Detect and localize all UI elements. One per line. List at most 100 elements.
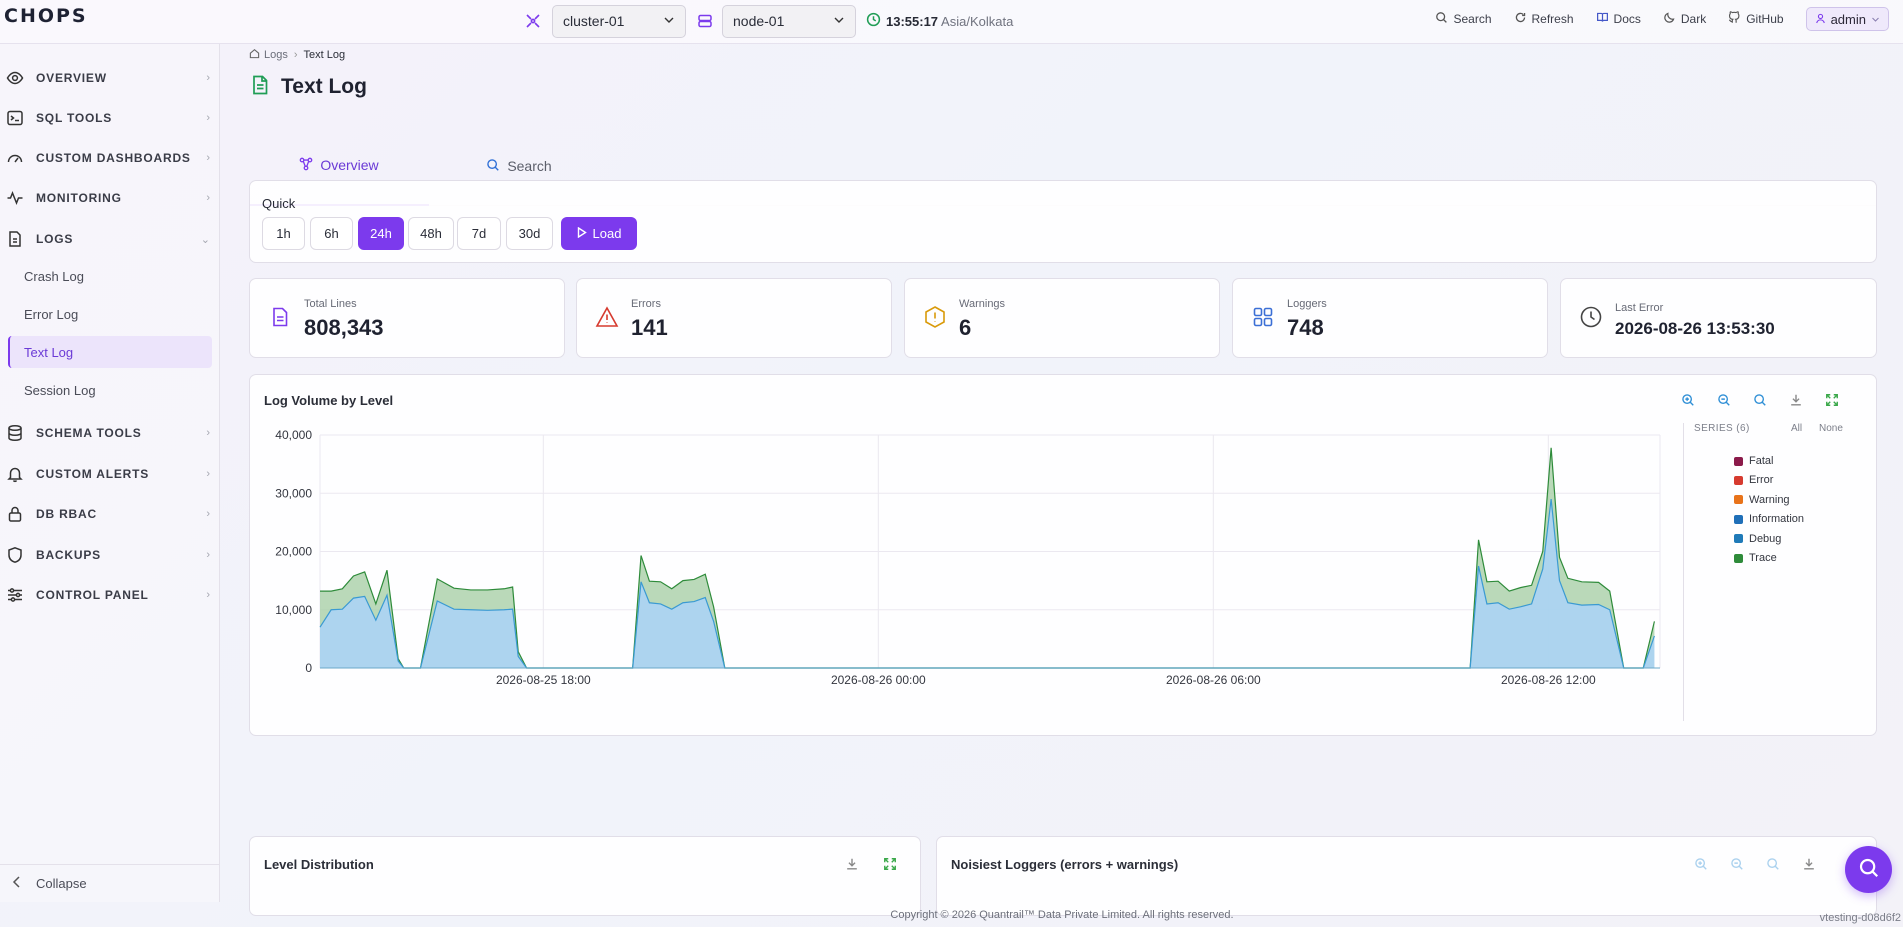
stat-card-last-error: Last Error 2026-08-26 13:53:30	[1560, 278, 1877, 358]
sidebar-item-db-rbac[interactable]: DB RBAC ›	[0, 499, 220, 529]
sidebar-subitem-error-log[interactable]: Error Log	[8, 298, 212, 330]
zoom-reset-icon[interactable]	[1751, 391, 1769, 409]
sidebar-item-monitoring[interactable]: MONITORING ›	[0, 183, 220, 213]
copyright-text: Copyright © 2026 Quantrail™ Data Private…	[890, 908, 1234, 921]
zoom-out-icon[interactable]	[1715, 391, 1733, 409]
search-link-label: Search	[1453, 12, 1492, 26]
stat-label: Loggers	[1287, 298, 1327, 310]
legend-item[interactable]: Debug	[1734, 533, 1781, 545]
fullscreen-icon[interactable]	[881, 855, 899, 873]
logo-text: CHOPS	[4, 5, 88, 27]
dark-mode-toggle[interactable]: Dark	[1663, 11, 1706, 27]
sidebar-item-label: SCHEMA TOOLS	[36, 426, 142, 440]
header-selectors: cluster-01 node-01 13:55:17 Asia/Kolkata	[524, 4, 1013, 38]
sidebar-item-schema-tools[interactable]: SCHEMA TOOLS ›	[0, 418, 220, 448]
search-icon	[486, 158, 507, 175]
user-name: admin	[1830, 11, 1866, 27]
download-icon[interactable]	[1800, 855, 1818, 873]
sidebar-item-backups[interactable]: BACKUPS ›	[0, 540, 220, 570]
quick-1h-button[interactable]: 1h	[262, 217, 305, 250]
breadcrumb-parent[interactable]: Logs	[264, 49, 288, 61]
sidebar-item-overview[interactable]: OVERVIEW ›	[0, 63, 220, 93]
breadcrumb-current: Text Log	[303, 49, 346, 61]
download-icon[interactable]	[843, 855, 861, 873]
refresh-link[interactable]: Refresh	[1514, 11, 1574, 27]
sidebar-item-control-panel[interactable]: CONTROL PANEL ›	[0, 580, 220, 610]
legend-header: SERIES (6)	[1694, 423, 1750, 434]
quick-6h-button[interactable]: 6h	[310, 217, 353, 250]
clock-zone: Asia/Kolkata	[941, 13, 1014, 29]
legend-item[interactable]: Trace	[1734, 552, 1777, 564]
legend-item[interactable]: Warning	[1734, 494, 1790, 506]
sidebar-subitem-text-log[interactable]: Text Log	[8, 336, 212, 368]
sidebar-subitem-session-log[interactable]: Session Log	[8, 374, 212, 406]
cluster-icon	[524, 12, 542, 30]
legend-all-button[interactable]: All	[1791, 423, 1803, 434]
quick-30d-button[interactable]: 30d	[506, 217, 553, 250]
tab-search[interactable]: Search	[429, 126, 609, 206]
app-logo[interactable]: CHOPS	[4, 5, 88, 27]
clock-icon	[866, 12, 881, 30]
chevron-right-icon: ›	[206, 152, 210, 164]
zoom-out-icon[interactable]	[1728, 855, 1746, 873]
github-link-label: GitHub	[1746, 12, 1784, 26]
sidebar-item-label: LOGS	[36, 232, 74, 246]
github-link[interactable]: GitHub	[1728, 11, 1784, 27]
legend-item[interactable]: Error	[1734, 474, 1773, 486]
noisiest-loggers-card: Noisiest Loggers (errors + warnings)	[936, 836, 1877, 916]
node-select[interactable]: node-01	[722, 4, 856, 38]
y-tick-label: 40,000	[275, 428, 312, 442]
footer: Copyright © 2026 Quantrail™ Data Private…	[221, 902, 1903, 927]
quick-7d-button[interactable]: 7d	[457, 217, 501, 250]
sliders-icon	[5, 585, 25, 605]
floating-search-button[interactable]	[1845, 846, 1892, 893]
sidebar-item-label: DB RBAC	[36, 507, 97, 521]
clock-time: 13:55:17	[886, 13, 939, 29]
sidebar-item-logs[interactable]: LOGS ⌄	[0, 224, 220, 254]
legend-item[interactable]: Information	[1734, 513, 1804, 525]
zoom-reset-icon[interactable]	[1764, 855, 1782, 873]
x-tick-label: 2026-08-26 06:00	[1166, 673, 1261, 687]
trace-area	[320, 447, 1655, 668]
zoom-in-icon[interactable]	[1692, 855, 1710, 873]
docs-link-label: Docs	[1613, 12, 1641, 26]
sidebar-subitem-label: Session Log	[24, 382, 96, 398]
eye-icon	[5, 68, 25, 88]
legend-label: Trace	[1749, 552, 1777, 564]
chevron-down-icon	[1871, 12, 1880, 27]
terminal-icon	[5, 108, 25, 128]
user-menu-button[interactable]: admin	[1805, 7, 1889, 31]
chevron-down-icon	[833, 13, 845, 29]
cluster-select[interactable]: cluster-01	[552, 4, 686, 38]
sidebar-subitem-crash-log[interactable]: Crash Log	[8, 260, 212, 292]
sidebar-collapse-button[interactable]: Collapse	[0, 864, 220, 902]
load-button[interactable]: Load	[561, 217, 637, 250]
main-content: Logs › Text Log Text Log Overview Search…	[221, 44, 1903, 916]
legend-item[interactable]: Fatal	[1734, 455, 1773, 467]
legend-none-button[interactable]: None	[1819, 423, 1843, 434]
fullscreen-icon[interactable]	[1823, 391, 1841, 409]
sidebar-subitem-label: Text Log	[24, 344, 74, 360]
quick-48h-button[interactable]: 48h	[408, 217, 454, 250]
sidebar-item-custom-alerts[interactable]: CUSTOM ALERTS ›	[0, 459, 220, 489]
download-icon[interactable]	[1787, 391, 1805, 409]
search-link[interactable]: Search	[1435, 11, 1492, 27]
panel-title: Noisiest Loggers (errors + warnings)	[951, 857, 1179, 872]
home-icon	[249, 48, 260, 62]
zoom-in-icon[interactable]	[1679, 391, 1697, 409]
sidebar-item-sql-tools[interactable]: SQL TOOLS ›	[0, 103, 220, 133]
stat-label: Warnings	[959, 298, 1006, 310]
sidebar-item-custom-dashboards[interactable]: CUSTOM DASHBOARDS ›	[0, 143, 220, 173]
y-tick-label: 0	[305, 661, 312, 675]
cluster-select-value: cluster-01	[563, 13, 625, 29]
sidebar-item-label: SQL TOOLS	[36, 111, 113, 125]
sidebar-subitem-label: Crash Log	[24, 268, 84, 284]
y-tick-label: 10,000	[275, 603, 312, 617]
tab-label: Search	[507, 158, 552, 174]
legend-label: Debug	[1749, 532, 1782, 545]
log-volume-chart[interactable]: 0 10,000 20,000 30,000 40,000 2026-08-25 18:0…	[250, 375, 1878, 737]
docs-link[interactable]: Docs	[1596, 11, 1641, 27]
legend-swatch	[1734, 514, 1743, 524]
quick-24h-button[interactable]: 24h	[358, 217, 404, 250]
search-icon	[1435, 11, 1453, 27]
